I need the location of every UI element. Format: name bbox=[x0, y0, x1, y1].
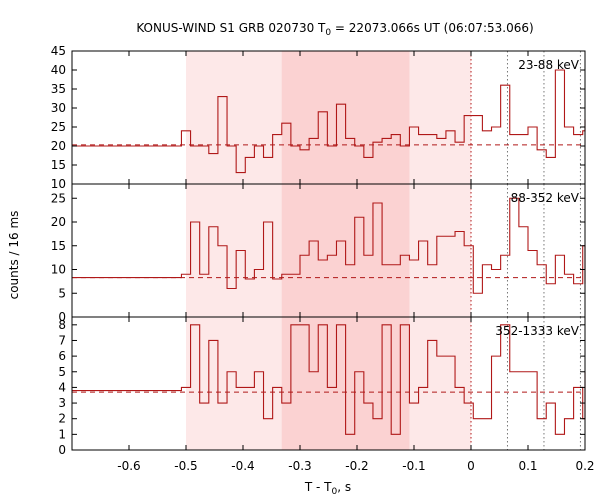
chart-title: KONUS-WIND S1 GRB 020730 T0 = 22073.066s… bbox=[136, 21, 533, 38]
x-axis-label-main: T - T bbox=[304, 480, 332, 494]
y-tick-label: 10 bbox=[51, 263, 66, 277]
x-tick-label: -0.4 bbox=[231, 459, 254, 473]
y-tick-label: 35 bbox=[51, 82, 66, 96]
chart-title-sub: 0 bbox=[325, 28, 331, 38]
energy-band-label: 352-1333 keV bbox=[495, 324, 579, 338]
y-tick-label: 5 bbox=[58, 365, 66, 379]
y-tick-label: 25 bbox=[51, 191, 66, 205]
panel-frame bbox=[71, 316, 586, 451]
y-tick-label: 1 bbox=[58, 427, 66, 441]
x-axis-label-rest: , s bbox=[337, 480, 351, 494]
y-tick-label: 10 bbox=[51, 177, 66, 191]
energy-band-label: 23-88 keV bbox=[518, 58, 580, 72]
y-tick-label: 15 bbox=[51, 239, 66, 253]
energy-band-label: 88-352 keV bbox=[511, 191, 580, 205]
x-tick-label: 0.2 bbox=[575, 459, 594, 473]
y-tick-label: 6 bbox=[58, 349, 66, 363]
y-axis-label: counts / 16 ms bbox=[7, 211, 21, 300]
y-tick-label: 45 bbox=[51, 44, 66, 58]
y-tick-label: 40 bbox=[51, 63, 66, 77]
y-tick-label: 20 bbox=[51, 139, 66, 153]
y-tick-label: 25 bbox=[51, 120, 66, 134]
chart-title-rest: = 22073.066s UT (06:07:53.066) bbox=[331, 21, 534, 35]
x-tick-label: -0.3 bbox=[288, 459, 311, 473]
panel-1: 10 15 20 25 30 35 40 45 23-88 keV bbox=[51, 44, 586, 191]
x-tick-label: -0.2 bbox=[345, 459, 368, 473]
y-tick-label: 30 bbox=[51, 101, 66, 115]
y-tick-label: 4 bbox=[58, 380, 66, 394]
x-tick-label: -0.1 bbox=[402, 459, 425, 473]
y-tick-label: 15 bbox=[51, 158, 66, 172]
y-tick-label: 3 bbox=[58, 396, 66, 410]
x-tick-label: 0.1 bbox=[518, 459, 537, 473]
x-tick-label: -0.5 bbox=[174, 459, 197, 473]
count-rate-histogram bbox=[72, 69, 586, 174]
y-tick-label: 20 bbox=[51, 215, 66, 229]
count-rate-histogram bbox=[72, 197, 586, 294]
x-tick-label: -0.6 bbox=[117, 459, 140, 473]
y-tick-label: 0 bbox=[58, 310, 66, 324]
y-tick-label: 7 bbox=[58, 333, 66, 347]
panel-2: 0 5 10 15 20 25 88-352 keV bbox=[51, 183, 586, 324]
y-tick-label: 8 bbox=[58, 318, 66, 332]
count-rate-histogram bbox=[72, 324, 586, 435]
y-tick-label: 2 bbox=[58, 412, 66, 426]
y-tick-label: 5 bbox=[58, 286, 66, 300]
y-tick-label: 0 bbox=[58, 443, 66, 457]
x-axis-label: T - T0, s bbox=[304, 480, 351, 497]
x-tick-label: 0 bbox=[467, 459, 475, 473]
panel-3: 0 12 3 45 6 78 352-1333 keV bbox=[58, 316, 586, 457]
chart-title-main: KONUS-WIND S1 GRB 020730 T bbox=[136, 21, 326, 35]
x-axis-label-sub: 0 bbox=[332, 487, 338, 497]
